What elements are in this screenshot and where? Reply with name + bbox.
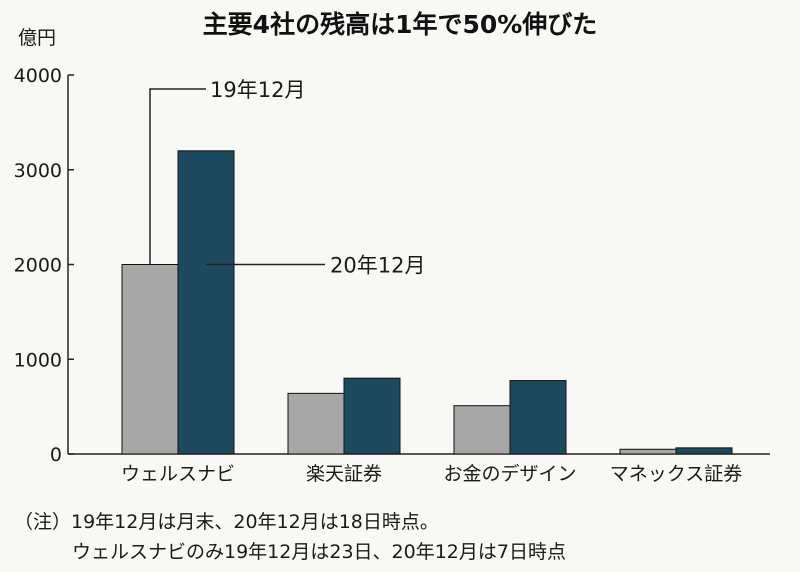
callout-line-19-12 bbox=[149, 88, 206, 265]
chart-title: 主要4社の残高は1年で50%伸びた bbox=[203, 10, 598, 39]
bar-20-12-1 bbox=[343, 377, 401, 455]
y-unit-label: 億円 bbox=[18, 27, 56, 49]
legend-label-20-12: 20年12月 bbox=[330, 254, 425, 278]
bar-20-12-2 bbox=[509, 380, 567, 455]
bar-19-12-3 bbox=[619, 448, 677, 455]
y-tick-label: 4000 bbox=[14, 65, 62, 87]
footnote-2: ウェルスナビのみ19年12月は23日、20年12月は7日時点 bbox=[72, 541, 566, 563]
y-tick-label: 1000 bbox=[14, 349, 62, 371]
y-tick-label: 0 bbox=[50, 444, 62, 466]
x-category-label: 楽天証券 bbox=[306, 463, 382, 485]
x-category-label: ウェルスナビ bbox=[121, 463, 235, 485]
bar-20-12-3 bbox=[675, 447, 733, 455]
x-category-label: マネックス証券 bbox=[610, 463, 742, 485]
bar-20-12-0 bbox=[177, 150, 235, 455]
y-tick-label: 3000 bbox=[14, 160, 62, 182]
bar-chart: 主要4社の残高は1年で50%伸びた 億円 0 1000 2000 3000 4000 ウ… bbox=[14, 10, 770, 485]
bar-19-12-2 bbox=[453, 405, 511, 455]
footnote-1: （注）19年12月は月末、20年12月は18日時点。 bbox=[14, 511, 439, 533]
legend-label-19-12: 19年12月 bbox=[210, 78, 305, 102]
y-tick-label: 2000 bbox=[14, 255, 62, 277]
bar-19-12-0 bbox=[121, 264, 179, 455]
x-category-label: お金のデザイン bbox=[443, 463, 576, 485]
bar-19-12-1 bbox=[287, 392, 345, 455]
